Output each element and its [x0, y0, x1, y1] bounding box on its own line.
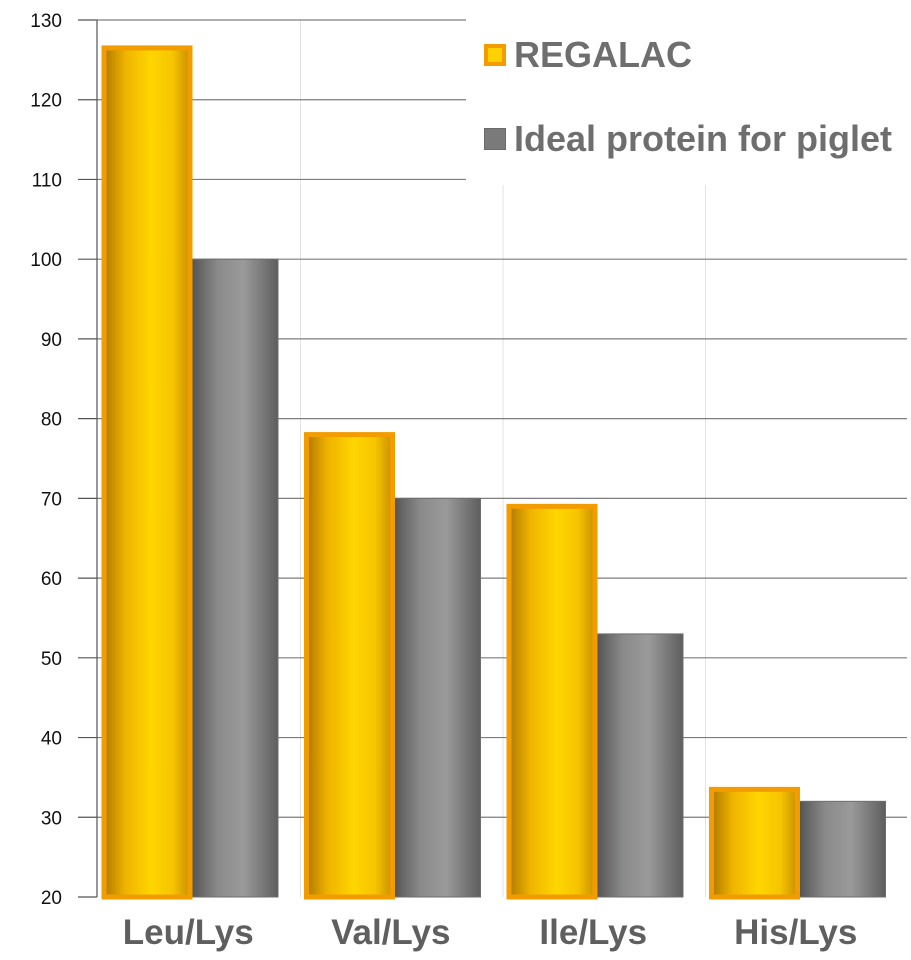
bar-regalac-leu-lys — [101, 45, 193, 900]
x-category-label: Leu/Lys — [123, 913, 254, 952]
legend-swatch-ideal-protein — [484, 128, 506, 150]
y-tick-label: 40 — [41, 729, 62, 750]
x-category-label: Val/Lys — [331, 913, 450, 952]
y-tick-label: 80 — [41, 410, 62, 431]
x-category-label: His/Lys — [734, 913, 857, 952]
bar-regalac-ile-lys — [506, 503, 598, 900]
bar-ideal-protein-val-lys — [394, 497, 481, 898]
y-tick-label: 90 — [41, 330, 62, 351]
legend-label-ideal-protein: Ideal protein for piglet — [514, 118, 893, 159]
bar-regalac-val-lys — [304, 432, 395, 900]
y-tick-label: 120 — [30, 91, 62, 112]
bar-ideal-protein-leu-lys — [191, 258, 279, 898]
legend-item-regalac: REGALAC — [484, 34, 692, 76]
y-tick-label: 60 — [41, 569, 62, 590]
bar-ideal-protein-his-lys — [799, 800, 886, 898]
x-category-label: Ile/Lys — [539, 913, 647, 952]
y-tick-label: 70 — [41, 489, 62, 510]
y-tick-label: 110 — [32, 170, 62, 191]
y-tick-label: 20 — [41, 888, 62, 909]
legend-item-ideal-protein: Ideal protein for piglet — [484, 118, 892, 160]
legend-swatch-regalac — [484, 44, 506, 66]
bar-regalac-his-lys — [709, 786, 800, 900]
y-tick-label: 130 — [30, 11, 62, 32]
y-tick-label: 30 — [41, 808, 62, 829]
y-tick-label: 100 — [30, 250, 62, 271]
bar-ideal-protein-ile-lys — [596, 633, 684, 898]
y-tick-label: 50 — [41, 649, 62, 670]
legend-label-regalac: REGALAC — [514, 34, 692, 75]
legend: REGALAC Ideal protein for piglet — [466, 0, 911, 185]
